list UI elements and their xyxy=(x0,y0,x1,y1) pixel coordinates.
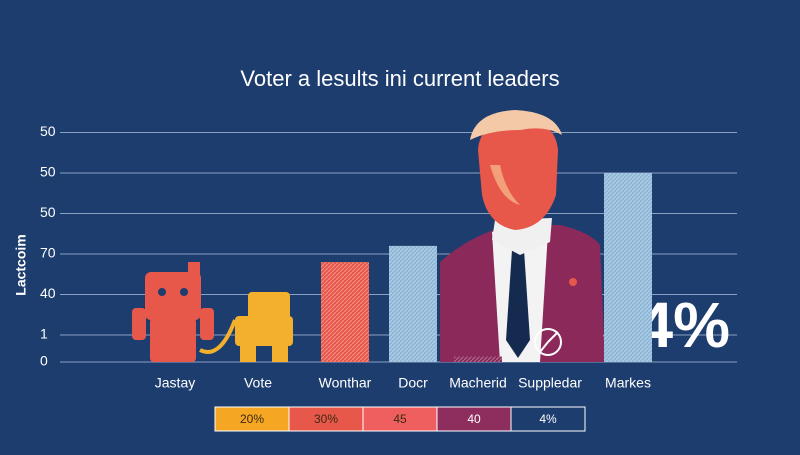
person-illustration xyxy=(440,110,605,362)
x-tick-label: Suppledar xyxy=(518,375,582,391)
x-tick-label: Markes xyxy=(605,375,651,391)
clock-icon xyxy=(534,328,562,356)
key-label: 4% xyxy=(539,412,557,426)
y-tick-label: 0 xyxy=(40,353,48,369)
bar-hatch xyxy=(454,356,502,362)
y-tick-label: 70 xyxy=(40,245,56,261)
key-label: 40 xyxy=(467,412,481,426)
y-axis-label: Lactcoim xyxy=(13,234,29,295)
key-box xyxy=(288,406,364,432)
x-tick-label: Jastay xyxy=(155,375,195,391)
y-tick-label: 1 xyxy=(40,326,48,342)
key-label: 30% xyxy=(314,412,338,426)
x-tick-label: Wonthar xyxy=(319,375,372,391)
y-tick-label: 50 xyxy=(40,164,56,180)
chart-title: Voter a lesults ini current leaders xyxy=(240,66,559,91)
key-label: 45 xyxy=(393,412,407,426)
y-tick-label: 50 xyxy=(40,123,56,139)
bar-hatch xyxy=(389,245,437,362)
key-box xyxy=(436,406,512,432)
bar-hatch xyxy=(604,173,652,362)
key-label: 20% xyxy=(240,412,264,426)
robot-icon xyxy=(132,262,214,362)
bar-hatch xyxy=(321,262,369,362)
y-tick-label: 40 xyxy=(40,285,56,301)
x-tick-label: Vote xyxy=(244,375,272,391)
x-tick-label: Docr xyxy=(398,375,428,391)
x-tick-label: Macherid xyxy=(449,375,507,391)
key-box xyxy=(510,406,586,432)
y-tick-label: 50 xyxy=(40,204,56,220)
robot-icon xyxy=(199,292,293,362)
